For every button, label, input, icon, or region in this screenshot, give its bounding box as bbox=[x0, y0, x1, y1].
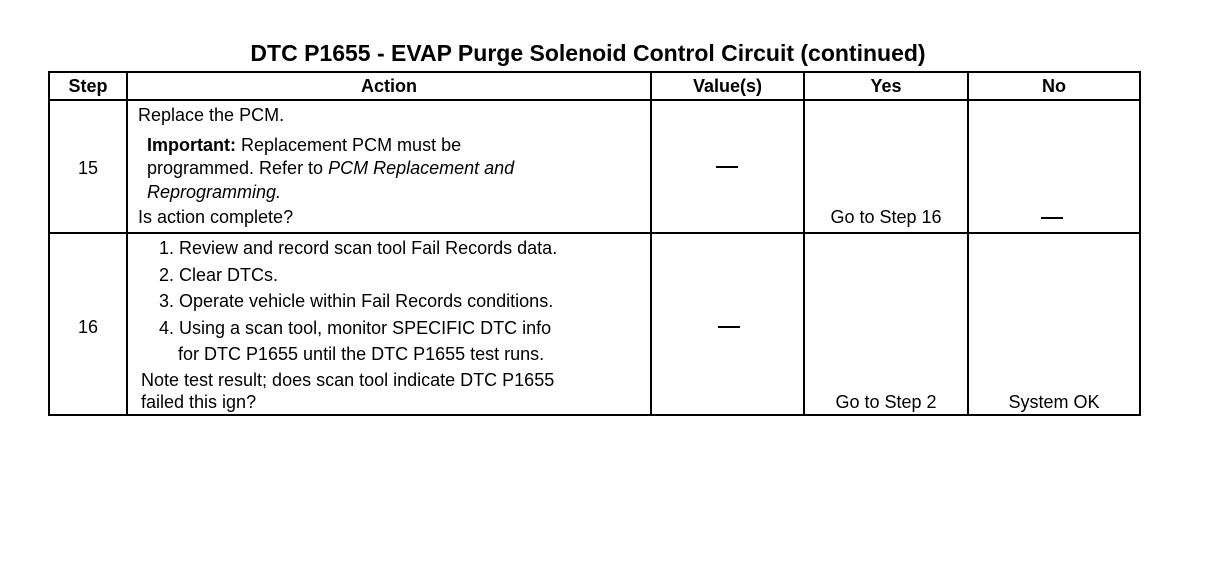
header-step: Step bbox=[68, 76, 108, 96]
row-divider bbox=[48, 232, 1141, 234]
page-title: DTC P1655 - EVAP Purge Solenoid Control … bbox=[250, 40, 926, 66]
yes-cell: Go to Step 2 bbox=[835, 392, 937, 412]
column-divider bbox=[803, 71, 805, 416]
list-item-continued: for DTC P1655 until the DTC P1655 test r… bbox=[178, 344, 545, 364]
column-divider bbox=[126, 71, 128, 416]
no-cell: System OK bbox=[1008, 392, 1100, 412]
value-cell: — bbox=[652, 157, 803, 179]
column-divider bbox=[650, 71, 652, 416]
table-border-right bbox=[1139, 71, 1141, 416]
yes-cell: Go to Step 16 bbox=[830, 207, 942, 227]
header-values: Value(s) bbox=[692, 76, 763, 96]
dash-mark bbox=[1041, 217, 1063, 219]
header-no: No bbox=[1042, 76, 1066, 96]
important-text: Replacement PCM must be bbox=[236, 135, 462, 155]
list-item: 1. Review and record scan tool Fail Reco… bbox=[159, 238, 558, 258]
action-question: failed this ign? bbox=[141, 392, 257, 412]
list-item: 4. Using a scan tool, monitor SPECIFIC D… bbox=[159, 318, 552, 338]
column-divider bbox=[967, 71, 969, 416]
step-number: 16 bbox=[77, 317, 99, 337]
dash-mark bbox=[718, 326, 740, 328]
important-label: Important: bbox=[147, 135, 236, 155]
list-item: 3. Operate vehicle within Fail Records c… bbox=[159, 291, 554, 311]
table-border-bottom bbox=[48, 414, 1141, 416]
list-item: 2. Clear DTCs. bbox=[159, 265, 279, 285]
action-question: Is action complete? bbox=[138, 207, 294, 227]
action-text-plain: programmed. Refer to bbox=[147, 158, 329, 178]
dash-mark bbox=[716, 166, 738, 168]
header-divider bbox=[48, 99, 1141, 101]
procedure-reference: Reprogramming. bbox=[147, 182, 282, 202]
header-action: Action bbox=[361, 76, 417, 96]
table-border-top bbox=[48, 71, 1141, 73]
procedure-reference: PCM Replacement and bbox=[328, 158, 515, 178]
table-border-left bbox=[48, 71, 50, 416]
header-yes: Yes bbox=[870, 76, 902, 96]
important-note: Important: Replacement PCM must be bbox=[147, 134, 461, 156]
action-question: Note test result; does scan tool indicat… bbox=[141, 370, 555, 390]
action-text: Replace the PCM. bbox=[138, 105, 285, 125]
action-text: programmed. Refer to PCM Replacement and bbox=[147, 157, 514, 179]
step-number: 15 bbox=[77, 158, 99, 178]
